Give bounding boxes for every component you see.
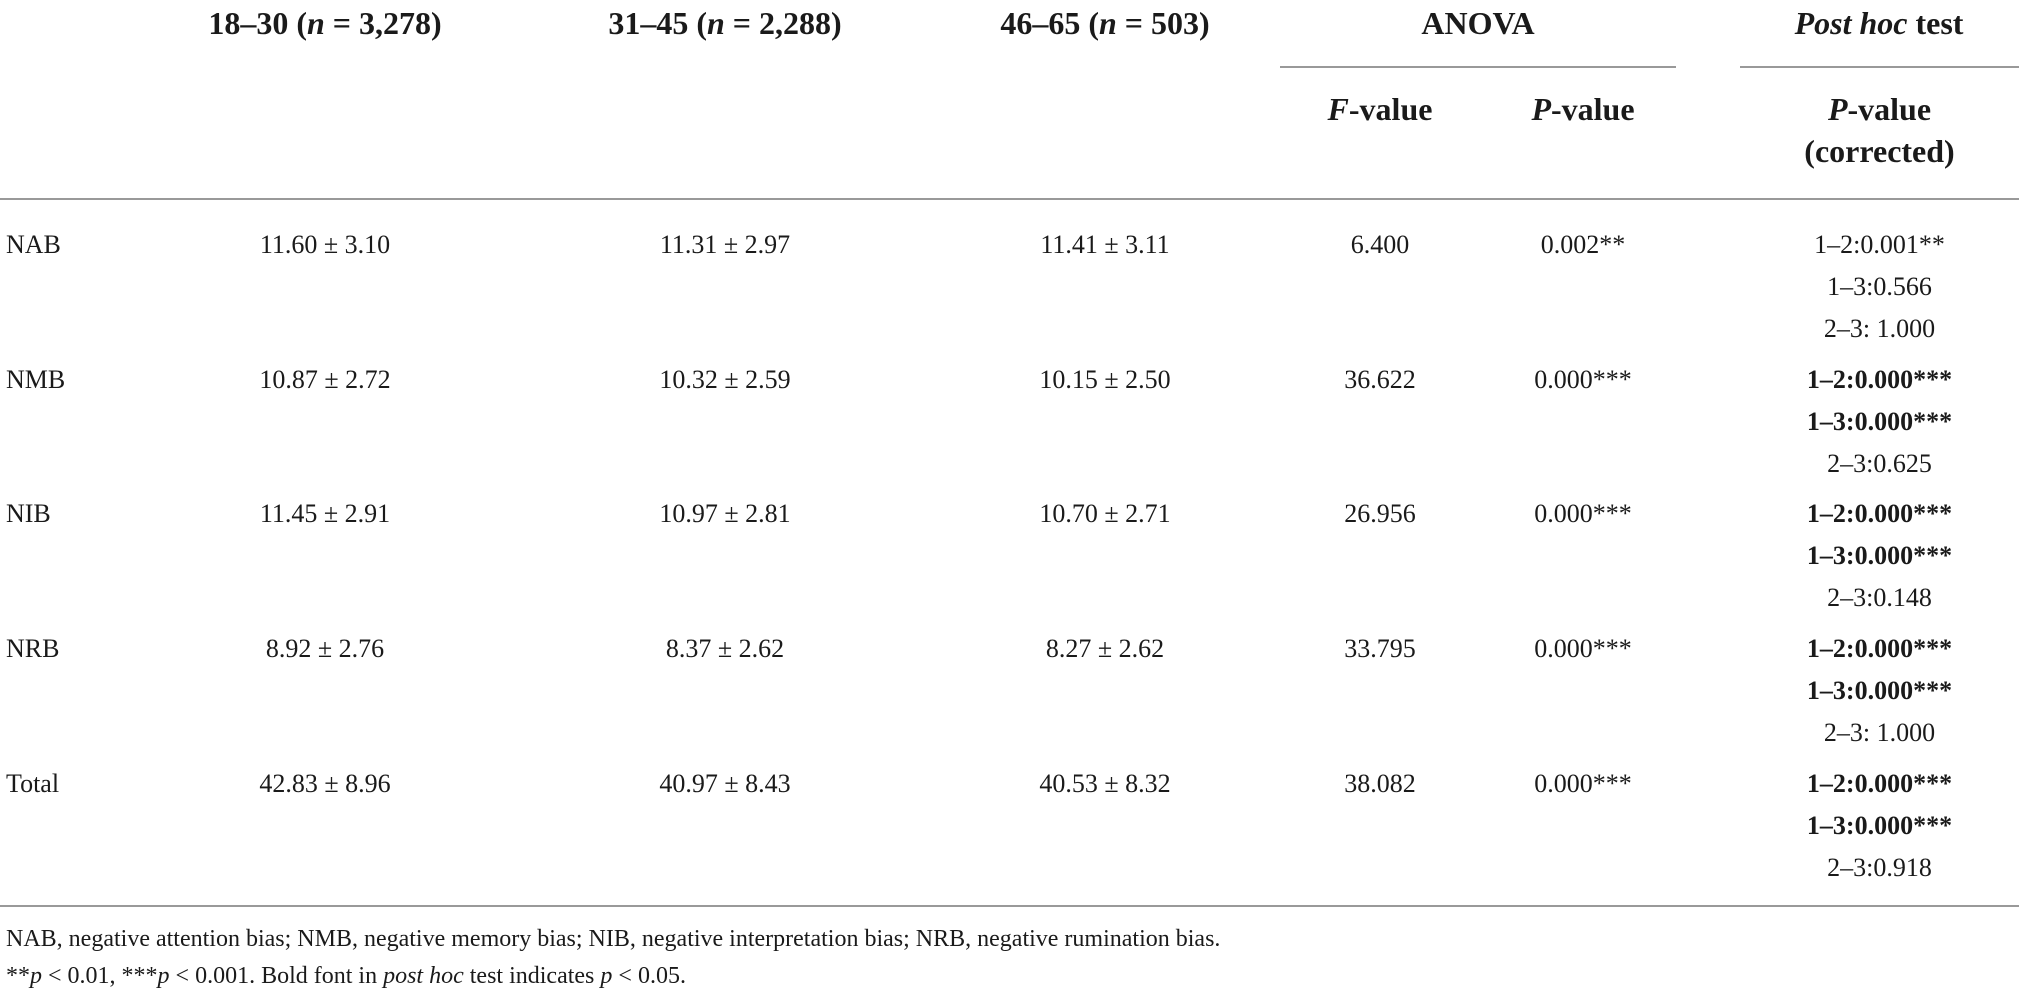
table-bottom-rule [0, 905, 2019, 907]
post-hoc-comparison: 1–2:0.000*** [1806, 499, 1953, 528]
posthoc-underline [1740, 66, 2019, 68]
footnote-significance: **p < 0.01, ***p < 0.001. Bold font in p… [6, 963, 686, 989]
post-hoc-comparison: 2–3:0.625 [1827, 449, 1932, 478]
post-hoc-comparison: 2–3:0.918 [1827, 853, 1932, 882]
post-hoc-comparison: 1–2:0.000*** [1806, 634, 1953, 663]
anova-underline [1280, 66, 1676, 68]
subheader-p-value-corrected: P-value (corrected) [1804, 91, 1955, 169]
cell-f-value: 33.795 [1344, 634, 1416, 663]
cell-age-31-45: 40.97 ± 8.43 [659, 769, 791, 798]
cell-f-value: 26.956 [1344, 499, 1416, 528]
row-label: NMB [6, 365, 66, 394]
post-hoc-comparison: 1–3:0.000*** [1806, 676, 1953, 705]
cell-post-hoc: 1–2:0.000*** 1–3:0.000*** 2–3:0.148 [1740, 493, 2019, 619]
post-hoc-comparison: 1–3:0.000*** [1806, 811, 1953, 840]
cell-age-31-45: 11.31 ± 2.97 [659, 230, 791, 259]
row-label: Total [6, 769, 60, 798]
cell-age-46-65: 10.15 ± 2.50 [1039, 365, 1171, 394]
cell-age-18-30: 11.60 ± 3.10 [259, 230, 391, 259]
cell-p-value: 0.000*** [1534, 634, 1632, 663]
cell-age-18-30: 11.45 ± 2.91 [259, 499, 391, 528]
row-label: NRB [6, 634, 60, 663]
post-hoc-comparison: 1–2:0.000*** [1806, 365, 1953, 394]
header-age-31-45: 31–45 (n = 2,288) [608, 5, 842, 41]
cell-age-31-45: 10.32 ± 2.59 [659, 365, 791, 394]
cell-age-46-65: 8.27 ± 2.62 [1045, 634, 1165, 663]
post-hoc-comparison: 1–3:0.000*** [1806, 541, 1953, 570]
header-age-18-30: 18–30 (n = 3,278) [208, 5, 442, 41]
header-post-hoc-test: Post hoc test [1794, 5, 1964, 41]
post-hoc-comparison: 1–3:0.000*** [1806, 407, 1953, 436]
header-rule [0, 198, 2019, 200]
header-anova: ANOVA [1421, 5, 1535, 41]
cell-f-value: 36.622 [1344, 365, 1416, 394]
cell-p-value: 0.002** [1540, 230, 1626, 259]
cell-age-31-45: 10.97 ± 2.81 [659, 499, 791, 528]
post-hoc-comparison: 1–2:0.000*** [1806, 769, 1953, 798]
post-hoc-comparison: 1–2:0.001** [1814, 230, 1945, 259]
cell-age-46-65: 10.70 ± 2.71 [1039, 499, 1171, 528]
cell-age-18-30: 42.83 ± 8.96 [259, 769, 391, 798]
cell-age-18-30: 10.87 ± 2.72 [259, 365, 391, 394]
cell-post-hoc: 1–2:0.000*** 1–3:0.000*** 2–3: 1.000 [1740, 628, 2019, 754]
subheader-p-value: P-value [1531, 91, 1635, 127]
cell-post-hoc: 1–2:0.000*** 1–3:0.000*** 2–3:0.918 [1740, 763, 2019, 889]
cell-p-value: 0.000*** [1534, 499, 1632, 528]
footnote-abbreviations: NAB, negative attention bias; NMB, negat… [6, 926, 1221, 952]
cell-post-hoc: 1–2:0.001** 1–3:0.566 2–3: 1.000 [1740, 224, 2019, 350]
post-hoc-comparison: 2–3: 1.000 [1823, 718, 1936, 747]
cell-age-18-30: 8.92 ± 2.76 [265, 634, 385, 663]
cell-p-value: 0.000*** [1534, 769, 1632, 798]
cell-age-31-45: 8.37 ± 2.62 [665, 634, 785, 663]
post-hoc-comparison: 2–3: 1.000 [1823, 314, 1936, 343]
row-label: NAB [6, 230, 61, 259]
cell-f-value: 6.400 [1350, 230, 1410, 259]
header-age-46-65: 46–65 (n = 503) [1000, 5, 1210, 41]
subheader-f-value: F-value [1327, 91, 1433, 127]
cell-age-46-65: 40.53 ± 8.32 [1039, 769, 1171, 798]
cell-post-hoc: 1–2:0.000*** 1–3:0.000*** 2–3:0.625 [1740, 359, 2019, 485]
post-hoc-comparison: 1–3:0.566 [1827, 272, 1932, 301]
row-label: NIB [6, 499, 51, 528]
cell-p-value: 0.000*** [1534, 365, 1632, 394]
post-hoc-comparison: 2–3:0.148 [1827, 583, 1932, 612]
cell-f-value: 38.082 [1344, 769, 1416, 798]
cell-age-46-65: 11.41 ± 3.11 [1040, 230, 1170, 259]
